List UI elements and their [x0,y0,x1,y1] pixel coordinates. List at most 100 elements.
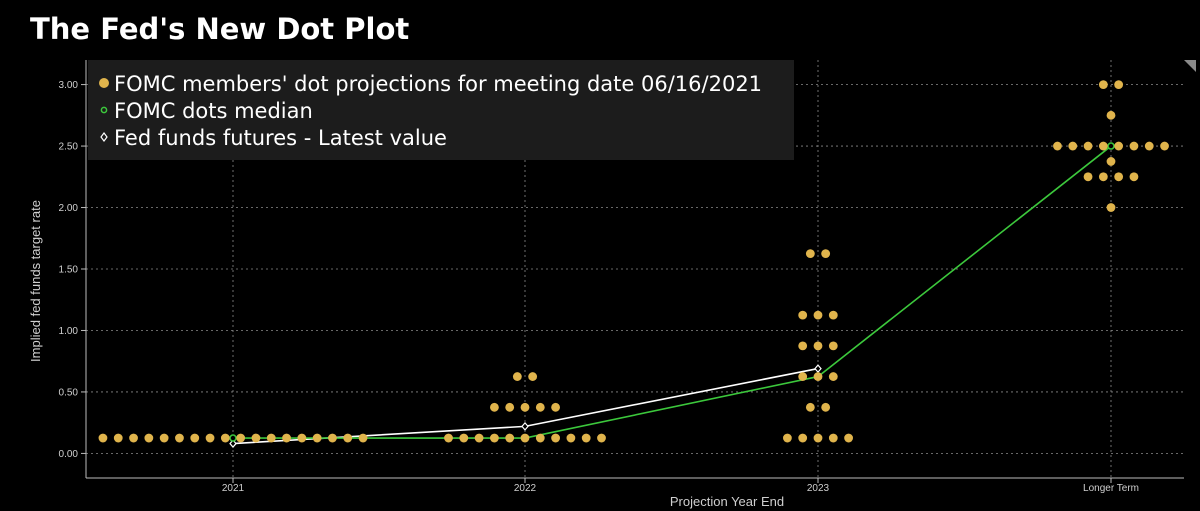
fomc-dot [1083,172,1093,182]
fomc-dot [520,433,530,443]
fomc-dot [1098,80,1108,89]
fomc-dot [1068,141,1078,151]
fomc-dot [581,433,591,443]
fomc-dot [1144,141,1154,151]
futures-marker [229,439,237,448]
fomc-dot [828,341,838,351]
fomc-dot [813,341,823,351]
futures-marker [814,364,822,374]
fomc-dot [528,372,538,381]
fomc-dot [1114,172,1124,182]
fomc-dot [798,433,808,443]
fomc-dot [220,433,230,443]
fomc-dot [551,402,560,412]
fomc-dot [459,433,469,443]
fomc-dot [444,433,453,443]
fomc-dot [175,433,184,443]
fomc-dot [813,433,823,443]
median-marker [229,434,237,442]
futures-marker [521,421,529,431]
fomc-dot [113,433,123,443]
y-tick-label: 2.00 [59,203,79,214]
median-line [233,145,1112,439]
gridlines [86,60,1184,478]
fomc-dot [1106,157,1116,166]
fomc-dot [236,433,246,443]
fomc-dot [1114,141,1124,151]
fomc-dot [535,433,545,443]
y-tick-label: 1.50 [59,265,79,276]
x-tick-label: 2022 [514,483,537,494]
fomc-dot [505,433,515,443]
fomc-dot [1129,141,1139,151]
axes: 0.00 0.50 1.00 1.50 2.00 2.50 3.00 2021 2022 2023… [28,60,1184,509]
fomc-dot [282,433,291,443]
y-tick-label: 0.00 [59,449,79,460]
legend-item-median: FOMC dots median [114,99,313,123]
fomc-dot [474,433,484,443]
fomc-dot [520,402,530,412]
fomc-dot [828,433,838,443]
legend: FOMC members' dot projections for meetin… [88,60,1196,160]
x-tick-label: Longer Term [1083,483,1139,494]
fomc-dot [828,372,838,381]
series-lines [229,142,1115,448]
y-tick-label: 1.00 [59,326,79,337]
fomc-dot [798,341,808,351]
y-tick-label: 3.00 [59,80,79,91]
fomc-dot [190,433,200,443]
fomc-dot [566,433,576,443]
fomc-dot [1106,110,1116,120]
fomc-dot [551,433,560,443]
fomc-dot [805,402,815,412]
fomc-dot [512,372,522,381]
fomc-dot [159,433,169,443]
legend-item-dots: FOMC members' dot projections for meetin… [114,72,762,96]
fomc-dot [1083,141,1093,151]
fomc-dot [205,433,215,443]
fomc-dot [266,433,276,443]
fomc-dot [343,433,353,443]
fomc-dot [1098,172,1108,182]
fomc-dot [821,402,831,412]
fomc-dot [828,310,838,320]
legend-futures-marker [100,132,108,142]
legend-median-marker [100,106,108,114]
corner-marker [1184,60,1196,72]
fomc-dot [328,433,337,443]
fomc-dot [1129,172,1139,182]
fomc-dot [251,433,261,443]
median-marker [1107,142,1115,150]
fomc-dot [490,433,499,443]
y-axis-title: Implied fed funds target rate [28,200,43,362]
fomc-dot [490,402,499,412]
fomc-dot [1053,141,1062,151]
y-tick-label: 0.50 [59,387,79,398]
fomc-dot [813,310,823,320]
fomc-dot [297,433,307,443]
fomc-dot [1106,203,1116,212]
fomc-dot [505,402,515,412]
x-tick-label: 2023 [807,483,830,494]
legend-dot-marker [99,78,109,88]
legend-box [88,60,794,160]
fomc-dots [98,80,1169,443]
fomc-dot [144,433,154,443]
fomc-dot [1098,141,1108,151]
fomc-dot [129,433,138,443]
fomc-dot [597,433,606,443]
fomc-dot [798,310,808,320]
chart-title: The Fed's New Dot Plot [30,12,410,46]
x-axis-title: Projection Year End [670,494,784,509]
fomc-dot [813,372,823,381]
fomc-dot [535,402,545,412]
x-tick-label: 2021 [222,483,245,494]
legend-item-futures: Fed funds futures - Latest value [114,126,447,150]
fomc-dot [312,433,322,443]
fomc-dot [844,433,853,443]
fomc-dot [1114,80,1124,89]
fomc-dot [358,433,368,443]
fomc-dot [98,433,108,443]
fomc-dot [805,249,815,259]
